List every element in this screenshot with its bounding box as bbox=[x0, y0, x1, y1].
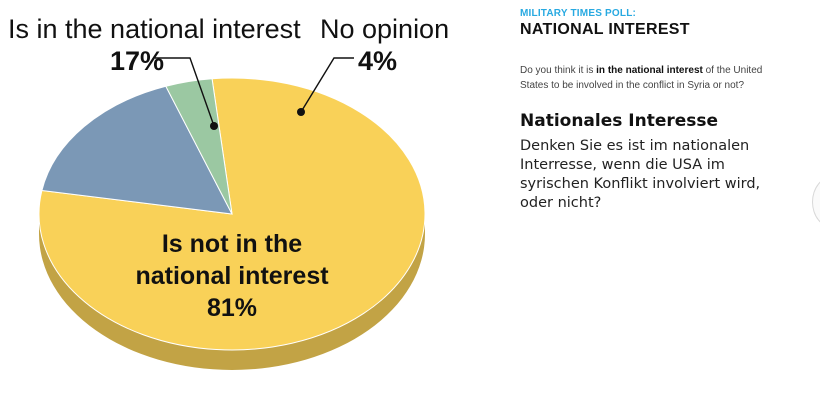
label-interest: Is in the national interest bbox=[8, 14, 301, 44]
german-title: Nationales Interesse bbox=[520, 111, 719, 131]
edge-circle bbox=[812, 176, 820, 228]
value-no-opinion: 4% bbox=[358, 46, 397, 76]
poll-question: Do you think it is in the national inter… bbox=[520, 63, 790, 93]
leader-dot-noop bbox=[297, 108, 305, 116]
value-not-interest: 81% bbox=[207, 294, 257, 322]
value-interest: 17% bbox=[110, 46, 164, 76]
pie-slice-0 bbox=[38, 77, 426, 351]
leader-dot-interest bbox=[210, 122, 218, 130]
pie-slice-1 bbox=[41, 85, 233, 215]
question-pre: Do you think it is bbox=[520, 65, 597, 76]
question-post: of the United States to be involved in t… bbox=[520, 65, 763, 91]
poll-title: NATIONAL INTEREST bbox=[520, 21, 690, 38]
label-not-interest-line2: national interest bbox=[135, 262, 329, 290]
pie-layer bbox=[38, 77, 426, 370]
leader-line-noop bbox=[300, 57, 354, 113]
pie-chart: Is in the national interest 17% No opini… bbox=[8, 14, 449, 370]
label-not-interest-line1: Is not in the bbox=[162, 230, 302, 258]
leader-line-interest bbox=[155, 57, 215, 127]
poll-panel: MILITARY TIMES POLL: NATIONAL INTEREST D… bbox=[520, 8, 810, 213]
poll-kicker: MILITARY TIMES POLL: bbox=[520, 8, 637, 19]
german-question: Denken Sie es ist im nationalen Interres… bbox=[520, 138, 761, 211]
question-bold: in the national interest bbox=[596, 65, 703, 76]
label-no-opinion: No opinion bbox=[320, 14, 449, 44]
pie-slice-2 bbox=[165, 78, 233, 215]
